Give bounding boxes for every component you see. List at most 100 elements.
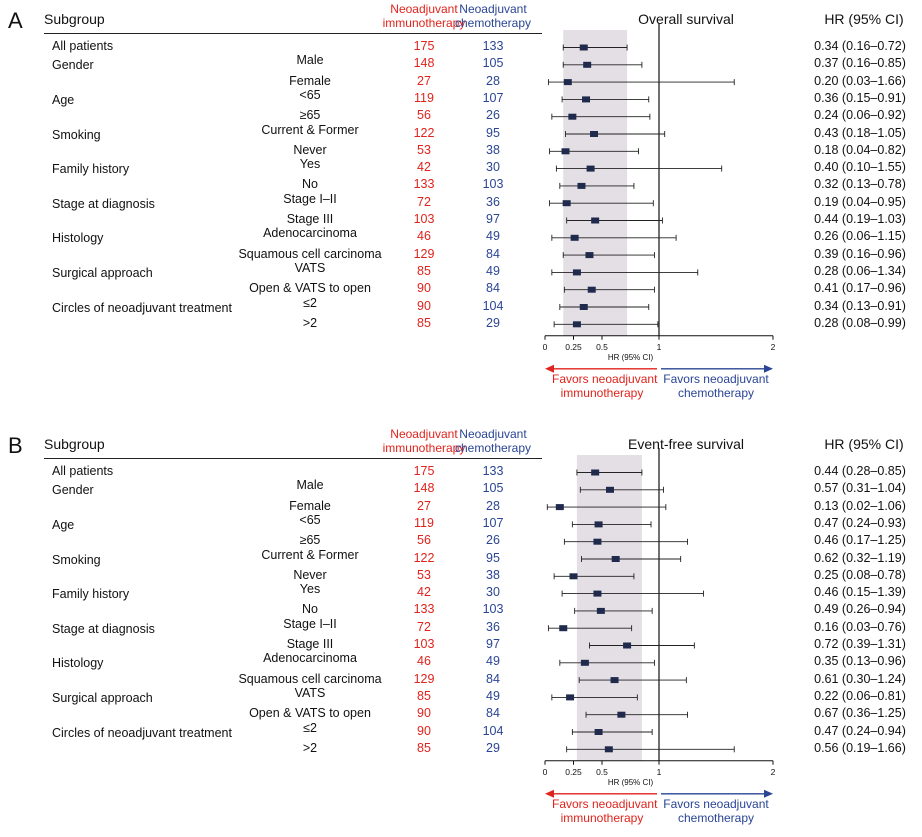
hr-ci-label: 0.44 (0.28–0.85): [814, 464, 906, 478]
immunotherapy-count: 90: [417, 281, 431, 296]
hr-ci-label: 0.57 (0.31–1.04): [814, 481, 906, 496]
hr-ci-label: 0.13 (0.02–1.06): [814, 498, 906, 513]
hr-point: [587, 286, 596, 293]
favors-chemotherapy-arrowhead: [764, 789, 773, 798]
subgroup-category: Never: [293, 142, 327, 157]
subgroup-category: >2: [302, 315, 318, 330]
x-axis-label: HR (95% CI): [608, 353, 654, 362]
hr-point: [585, 252, 594, 259]
forest-panel-event-free-survival: B Subgroup Neoadjuvant immunotherapy Neoadj…: [0, 425, 922, 837]
immunotherapy-count: 133: [413, 177, 435, 192]
chemotherapy-count: 29: [486, 740, 500, 755]
hr-ci-label: 0.37 (0.16–0.85): [814, 56, 906, 71]
chemotherapy-count: 95: [486, 125, 500, 140]
chemotherapy-count: 36: [486, 619, 500, 634]
subgroup-category: Yes: [299, 157, 321, 172]
subgroup-category: Squamous cell carcinoma: [238, 246, 382, 261]
subgroup-label: Histology: [52, 231, 104, 246]
x-axis-label: HR (95% CI): [608, 778, 654, 787]
subgroup-category: ≥65: [299, 533, 321, 548]
favors-chemotherapy-label: Favors neoadjuvant chemotherapy: [660, 797, 772, 825]
hr-point: [570, 234, 579, 241]
hr-point: [563, 79, 572, 86]
hr-ci-label: 0.22 (0.06–0.81): [814, 688, 906, 703]
subgroup-header: Subgroup: [44, 436, 105, 452]
immunotherapy-count: 103: [413, 637, 435, 651]
subgroup-category: Female: [289, 73, 331, 88]
subgroup-label: Surgical approach: [52, 690, 153, 705]
subgroup-category: Squamous cell carcinoma: [238, 671, 382, 686]
chemotherapy-count: 104: [482, 723, 504, 738]
subgroup-label: Age: [52, 92, 75, 107]
hr-point: [569, 573, 578, 580]
hr-ci-label: 0.46 (0.17–1.25): [814, 533, 906, 548]
chemotherapy-count: 107: [482, 515, 504, 530]
chemotherapy-column-header: Neoadjuvant chemotherapy: [438, 427, 548, 455]
immunotherapy-count: 90: [417, 298, 431, 313]
immunotherapy-count: 53: [417, 142, 431, 157]
chemotherapy-header-line: chemotherapy: [454, 441, 532, 455]
immunotherapy-count: 122: [413, 125, 435, 140]
hr-point: [579, 44, 588, 51]
hr-column-header: HR (95% CI): [824, 11, 904, 27]
immunotherapy-header-line: immunotherapy: [382, 16, 466, 30]
favors-immunotherapy-arrowhead: [545, 789, 554, 798]
hr-ci-label: 0.36 (0.15–0.91): [814, 90, 906, 105]
favors-immunotherapy-line: Favors neoadjuvant: [552, 371, 658, 386]
immunotherapy-column-header: Neoadjuvant immunotherapy: [369, 427, 479, 455]
immunotherapy-count: 72: [417, 619, 431, 634]
subgroup-label: Histology: [52, 656, 104, 671]
immunotherapy-column-header: Neoadjuvant immunotherapy: [369, 2, 479, 30]
immunotherapy-count: 85: [417, 688, 431, 703]
hr-ci-label: 0.35 (0.13–0.96): [814, 654, 906, 669]
immunotherapy-count: 56: [417, 108, 431, 123]
hr-point: [577, 182, 586, 189]
forest-panel-overall-survival: A Subgroup Neoadjuvant immunotherapy Neoadj…: [0, 0, 922, 412]
hr-point: [566, 694, 575, 701]
immunotherapy-count: 148: [413, 481, 435, 496]
chemotherapy-count: 49: [486, 654, 500, 669]
hr-ci-label: 0.28 (0.06–1.34): [814, 263, 906, 278]
chemotherapy-column-header: Neoadjuvant chemotherapy: [438, 2, 548, 30]
subgroup-label: Smoking: [52, 552, 101, 567]
hr-point: [610, 677, 619, 684]
hr-point: [562, 200, 571, 207]
hr-point: [572, 269, 581, 276]
subgroup-label: Circles of neoadjuvant treatment: [52, 725, 232, 740]
hr-ci-label: 0.40 (0.10–1.55): [814, 160, 906, 175]
hr-ci-label: 0.32 (0.13–0.78): [814, 177, 906, 192]
subgroup-label: All patients: [52, 39, 114, 53]
favors-chemotherapy-arrowhead: [764, 364, 773, 373]
favors-immunotherapy-label: Favors neoadjuvant immunotherapy: [552, 371, 658, 400]
subgroup-label: Circles of neoadjuvant treatment: [52, 300, 232, 315]
x-tick-label: 0: [543, 342, 548, 352]
hr-ci-label: 0.67 (0.36–1.25): [814, 706, 906, 721]
hr-ci-label: 0.47 (0.24–0.94): [814, 723, 906, 738]
immunotherapy-count: 129: [413, 671, 435, 686]
forest-plot: 0 0.25 0.5 1 2 HR (95% CI): [543, 23, 776, 373]
immunotherapy-count: 56: [417, 533, 431, 548]
hr-ci-label: 0.19 (0.04–0.95): [814, 194, 906, 209]
immunotherapy-count: 27: [417, 73, 431, 88]
hr-point: [583, 61, 592, 68]
immunotherapy-count: 90: [417, 706, 431, 721]
chemotherapy-count: 105: [482, 56, 504, 71]
chemotherapy-count: 107: [482, 90, 504, 105]
chemotherapy-count: 105: [482, 481, 504, 496]
hr-ci-label: 0.25 (0.08–0.78): [814, 567, 906, 582]
chemotherapy-count: 103: [482, 177, 504, 192]
chemotherapy-count: 26: [486, 533, 500, 548]
immunotherapy-count: 148: [413, 56, 435, 71]
immunotherapy-count: 27: [417, 498, 431, 513]
subgroup-category: ≤2: [303, 720, 317, 735]
immunotherapy-count: 42: [417, 585, 431, 600]
subgroup-label: Family history: [52, 587, 130, 602]
chemotherapy-count: 133: [482, 39, 504, 53]
favors-immunotherapy-line: Favors neoadjuvant: [552, 796, 658, 811]
subgroup-category: <65: [299, 87, 321, 102]
subgroup-label: Surgical approach: [52, 265, 153, 280]
immunotherapy-count: 129: [413, 246, 435, 261]
subgroup-category: Adenocarcinoma: [263, 226, 357, 241]
favors-immunotherapy-line: immunotherapy: [560, 810, 644, 825]
x-tick-label: 0.5: [596, 342, 608, 352]
